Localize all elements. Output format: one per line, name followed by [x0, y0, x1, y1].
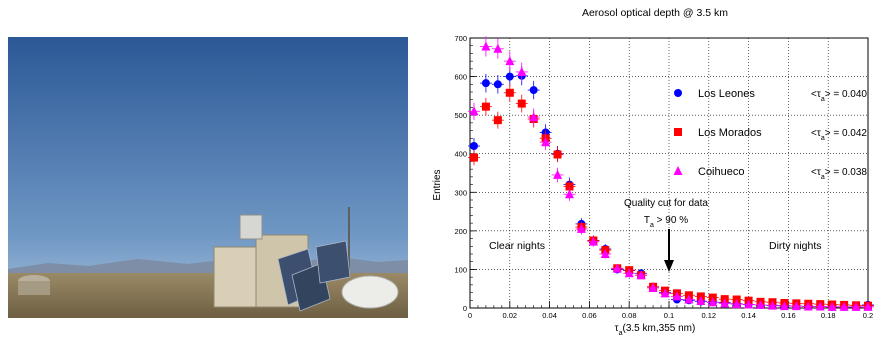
- legend-label: Los Leones: [698, 88, 755, 100]
- data-point: [863, 301, 873, 311]
- quality-cut-label-1: Quality cut for data: [624, 198, 708, 209]
- photo-gas-tank: [341, 275, 399, 309]
- data-point: [696, 296, 706, 306]
- data-point: [636, 270, 646, 280]
- x-tick-label: 0.16: [781, 311, 796, 320]
- chart-title: Aerosol optical depth @ 3.5 km: [582, 7, 728, 19]
- quality-cut-label-2: Ta > 90 %: [644, 215, 688, 229]
- data-point: [505, 88, 514, 97]
- data-point: [517, 99, 526, 108]
- data-point: [851, 301, 861, 311]
- data-point: [553, 150, 562, 159]
- photo-ground: [8, 273, 408, 318]
- x-tick-label: 0.04: [542, 311, 557, 320]
- series-triangle: [468, 36, 874, 311]
- data-point: [493, 43, 503, 53]
- data-point: [756, 299, 766, 309]
- data-point: [720, 298, 730, 308]
- legend-mean: <τa> = 0.042: [811, 128, 867, 142]
- data-point: [839, 301, 849, 311]
- y-tick-label: 200: [454, 227, 467, 236]
- y-tick-label: 600: [454, 73, 467, 82]
- data-point: [505, 72, 514, 81]
- y-tick-label: 400: [454, 150, 467, 159]
- legend-label: Coihueco: [698, 166, 744, 178]
- x-tick-label: 0.14: [741, 311, 756, 320]
- data-point: [493, 80, 502, 89]
- data-marks: [468, 36, 874, 311]
- photo-solar-panel-3: [315, 240, 351, 284]
- axes: 0 0.02 0.04 0.06 0.08 0.1 0.12 0.14 0.16 0.18 0.2 0…: [432, 34, 873, 337]
- data-point: [600, 249, 610, 258]
- x-axis-label: τa(3.5 km,355 nm): [615, 323, 696, 337]
- data-point: [565, 189, 574, 199]
- quality-cut-arrow-head: [664, 260, 674, 272]
- data-point: [672, 291, 682, 301]
- data-point: [529, 86, 538, 95]
- y-tick-label: 300: [454, 188, 467, 197]
- data-point: [648, 282, 658, 292]
- legend-mean: <τa> = 0.040: [811, 89, 867, 103]
- data-point: [481, 102, 490, 111]
- data-point: [815, 301, 825, 311]
- data-point: [469, 142, 478, 150]
- x-tick-label: 0.2: [863, 311, 873, 320]
- photo-mast: [348, 207, 350, 277]
- data-point: [481, 41, 491, 51]
- x-tick-label: 0.18: [821, 311, 836, 320]
- legend-marker: [673, 166, 683, 175]
- series-square: [468, 83, 874, 310]
- data-point: [565, 182, 574, 191]
- legend: Los Leones <τa> = 0.040 Los Morados <τa> = …: [673, 88, 867, 181]
- photo-tank-base: [18, 281, 50, 295]
- series-circle: [468, 66, 874, 311]
- data-point: [517, 66, 527, 76]
- x-tick-label: 0.08: [622, 311, 637, 320]
- data-point: [624, 268, 634, 278]
- legend-marker: [674, 89, 682, 97]
- dirty-nights-label: Dirty nights: [769, 240, 822, 252]
- y-tick-label: 500: [454, 111, 467, 120]
- data-point: [684, 294, 694, 304]
- data-point: [744, 299, 754, 309]
- data-point: [553, 169, 563, 179]
- data-point: [588, 236, 598, 246]
- data-point: [803, 301, 813, 311]
- x-tick-label: 0.1: [664, 311, 674, 320]
- photo-dome: [239, 214, 263, 240]
- y-axis-label: Entries: [432, 169, 443, 200]
- legend-mean: <τa> = 0.038: [811, 167, 867, 181]
- data-point: [505, 56, 515, 66]
- data-point: [791, 301, 801, 311]
- legend-marker: [674, 128, 682, 136]
- data-point: [576, 223, 586, 233]
- y-tick-label: 0: [463, 304, 467, 313]
- x-tick-label: 0.02: [502, 311, 517, 320]
- data-point: [767, 300, 777, 310]
- data-point: [708, 297, 718, 307]
- data-point: [493, 116, 502, 125]
- data-point: [541, 137, 551, 147]
- annotations: Quality cut for data Ta > 90 % Clear night…: [489, 198, 822, 272]
- aerosol-chart: Aerosol optical depth @ 3.5 km 0 0.02 0.04…: [432, 7, 874, 337]
- legend-label: Los Morados: [698, 127, 762, 139]
- clear-nights-label: Clear nights: [489, 240, 545, 252]
- x-tick-label: 0: [468, 311, 472, 320]
- station-photo: [8, 37, 408, 318]
- data-point: [481, 79, 490, 88]
- data-point: [827, 301, 837, 311]
- data-point: [469, 153, 478, 162]
- data-point: [469, 106, 479, 116]
- y-tick-label: 100: [454, 265, 467, 274]
- x-tick-label: 0.12: [701, 311, 716, 320]
- data-point: [612, 263, 622, 273]
- data-point: [732, 299, 742, 309]
- x-tick-label: 0.06: [582, 311, 597, 320]
- data-point: [660, 288, 670, 298]
- data-point: [779, 301, 789, 311]
- y-tick-label: 700: [454, 34, 467, 43]
- data-point: [529, 112, 539, 122]
